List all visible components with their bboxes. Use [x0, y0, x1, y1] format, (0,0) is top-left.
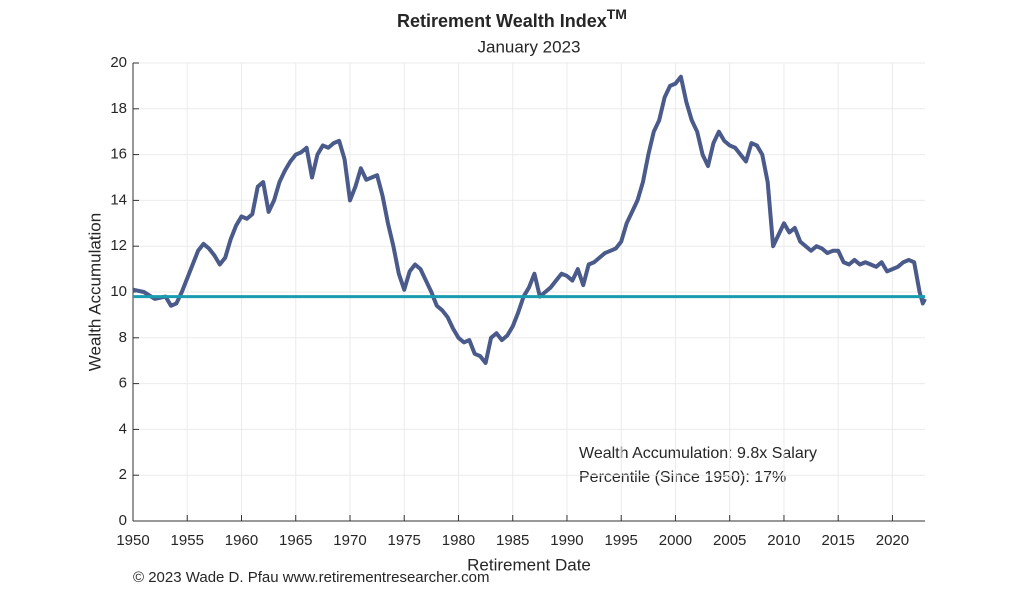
x-tick-label: 1970 [333, 532, 366, 549]
title-text: Retirement Wealth Index [397, 11, 607, 31]
y-tick-label: 6 [119, 375, 127, 392]
x-tick-label: 1995 [605, 532, 638, 549]
annotation: Percentile (Since 1950): 17% [579, 469, 786, 486]
x-tick-label: 1980 [442, 532, 475, 549]
x-tick-label: 2010 [767, 532, 800, 549]
y-tick-label: 10 [110, 283, 127, 300]
chart-subtitle: January 2023 [477, 37, 580, 56]
x-tick-label: 2015 [822, 532, 855, 549]
data-line [132, 74, 927, 365]
y-tick-label: 4 [119, 420, 127, 437]
y-tick-label: 12 [110, 237, 127, 254]
x-tick-label: 1955 [171, 532, 204, 549]
y-axis-label: Wealth Accumulation [85, 213, 104, 371]
x-tick-label: 2020 [876, 532, 909, 549]
title-superscript: TM [607, 6, 627, 22]
x-tick-label: 1960 [225, 532, 258, 549]
x-tick-label: 1975 [388, 532, 421, 549]
y-tick-label: 8 [119, 329, 127, 346]
annotation: Wealth Accumulation: 9.8x Salary [579, 445, 817, 462]
x-tick-label: 1950 [116, 532, 149, 549]
x-tick-label: 1990 [550, 532, 583, 549]
y-tick-label: 14 [110, 191, 127, 208]
y-tick-label: 2 [119, 466, 127, 483]
x-tick-label: 2005 [713, 532, 746, 549]
y-tick-label: 16 [110, 146, 127, 163]
footer: © 2023 Wade D. Pfau www.retirementresear… [133, 569, 489, 586]
y-tick-label: 20 [110, 54, 127, 71]
x-axis-label: Retirement Date [467, 555, 591, 574]
y-tick-label: 18 [110, 100, 127, 117]
x-tick-label: 1985 [496, 532, 529, 549]
x-tick-label: 2000 [659, 532, 692, 549]
x-tick-label: 1965 [279, 532, 312, 549]
chart-title: Retirement Wealth IndexTM [397, 6, 627, 31]
y-tick-label: 0 [119, 512, 127, 529]
